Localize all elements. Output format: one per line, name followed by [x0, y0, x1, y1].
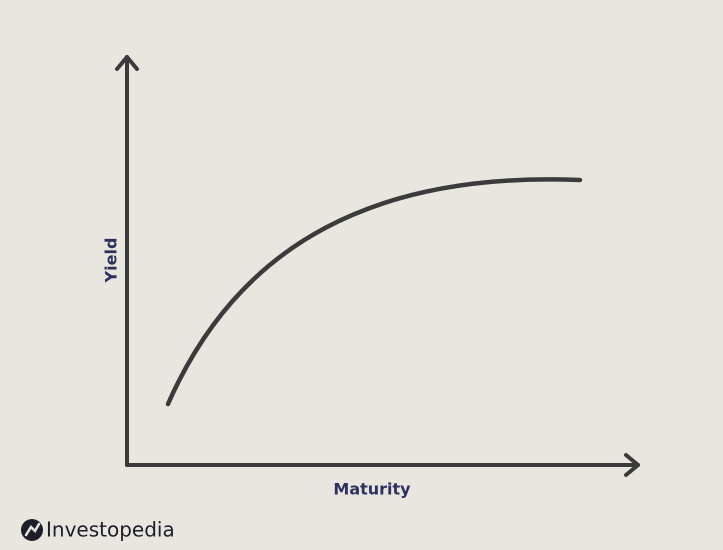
y-axis-label: Yield: [102, 238, 121, 284]
x-axis-arrow: [624, 453, 640, 477]
logo-glyph: [24, 522, 41, 537]
x-axis-label: Maturity: [333, 480, 411, 499]
logo-icon: [21, 519, 43, 541]
brand-logo: Investopedia: [21, 518, 175, 542]
brand-name: Investopedia: [46, 518, 175, 542]
axes: [115, 55, 640, 477]
yield-curve: [165, 177, 583, 407]
y-axis-arrow: [115, 55, 139, 71]
